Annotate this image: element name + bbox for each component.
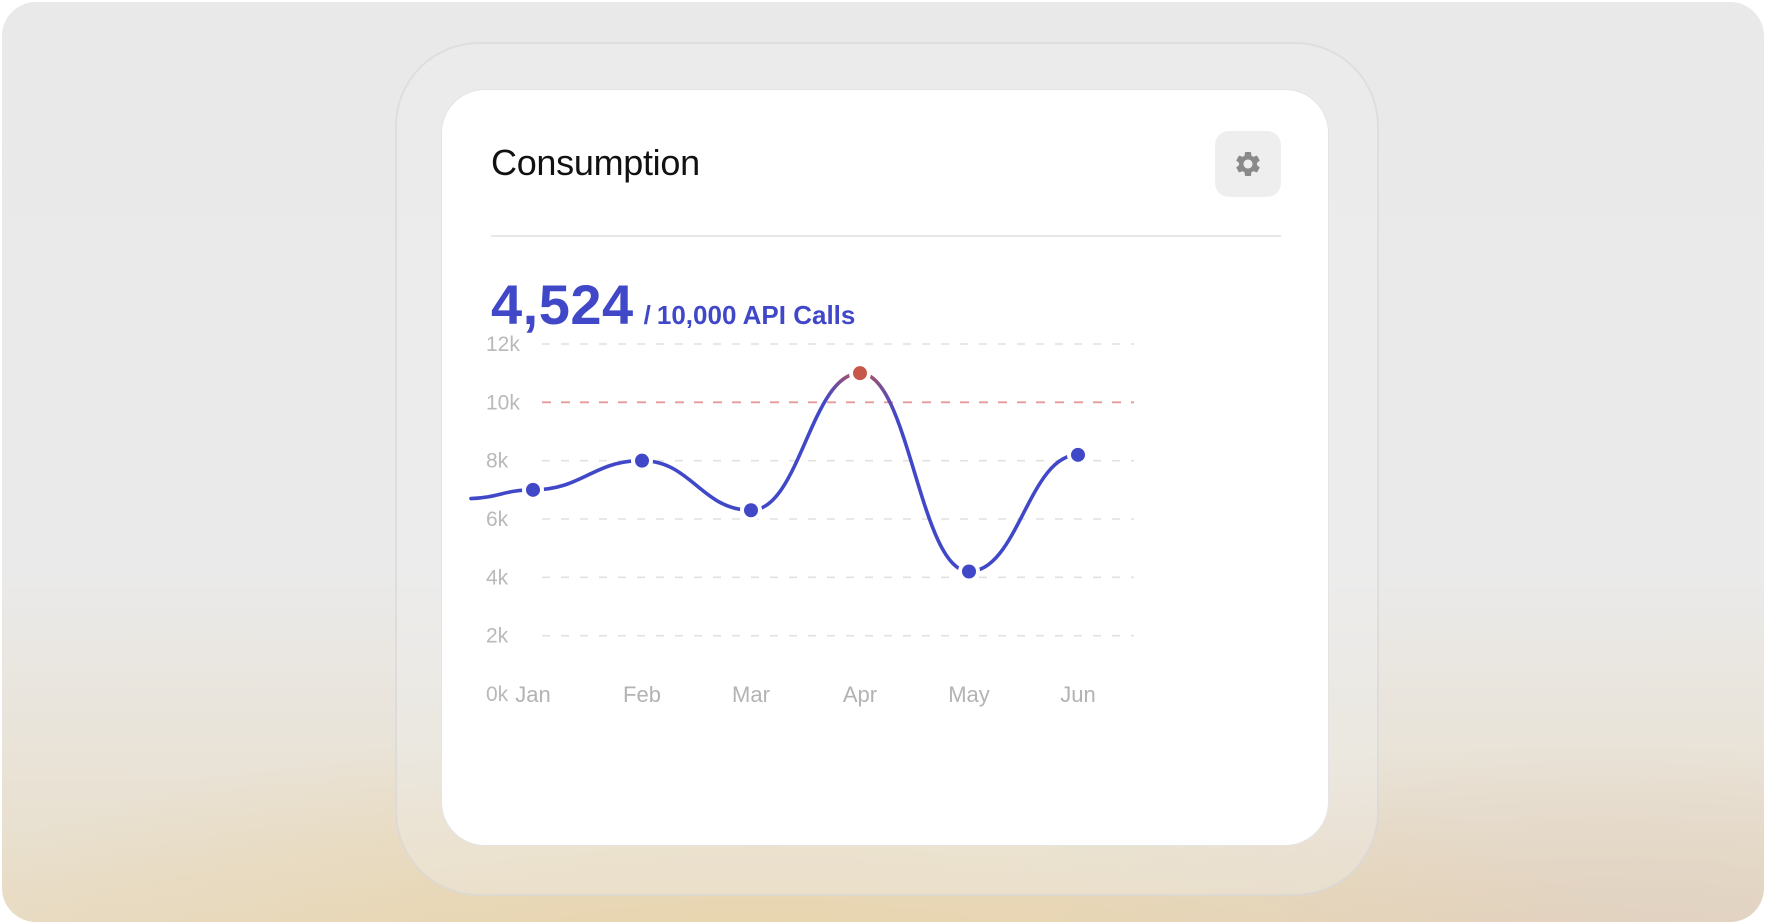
x-tick-label: Jan <box>515 682 550 707</box>
y-tick-label: 2k <box>486 625 509 648</box>
y-tick-label: 6k <box>486 508 509 531</box>
x-tick-label: Mar <box>732 682 770 707</box>
settings-button[interactable] <box>1215 131 1281 197</box>
x-tick-label: May <box>948 682 990 707</box>
gear-icon <box>1236 152 1260 176</box>
x-tick-label: Feb <box>623 682 661 707</box>
data-point <box>744 503 758 518</box>
usage-summary: 4,524 /10,000 API Calls <box>491 272 855 337</box>
x-tick-label: Apr <box>843 682 877 707</box>
usage-value: 4,524 <box>491 273 634 336</box>
y-tick-label: 8k <box>486 450 509 473</box>
y-tick-label: 12k <box>486 333 520 356</box>
consumption-card: Consumption 4,524 /10,000 API Calls 0k 2k 4… <box>441 89 1329 846</box>
x-tick-label: Jun <box>1060 682 1095 707</box>
data-point <box>962 564 976 579</box>
y-tick-label: 10k <box>486 391 520 414</box>
usage-separator: / <box>643 300 651 330</box>
usage-limit: 10,000 API Calls <box>656 300 856 330</box>
y-tick-label: 4k <box>486 566 509 589</box>
data-point <box>526 482 540 497</box>
y-tick-label: 0k <box>486 683 509 706</box>
header-divider <box>491 235 1281 237</box>
consumption-chart: 0k 2k 4k 6k 8k 10k 12k Jan Feb Mar Apr May Jun <box>469 333 1134 707</box>
data-point <box>635 453 649 468</box>
data-point <box>853 366 867 381</box>
data-point <box>1071 447 1085 462</box>
card-title: Consumption <box>491 142 700 183</box>
